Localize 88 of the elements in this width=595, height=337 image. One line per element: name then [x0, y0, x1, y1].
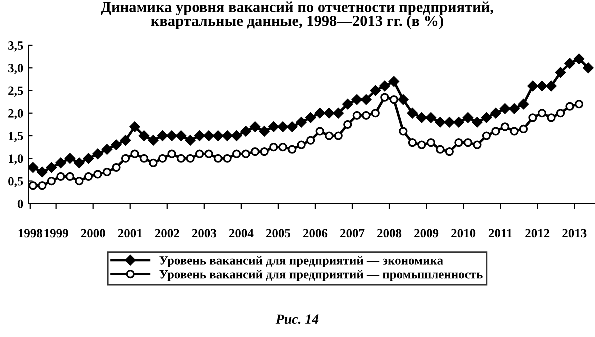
point: [519, 124, 528, 134]
point: [66, 172, 75, 182]
chart-title: Динамика уровня вакансий по отчетности предприятий, квартальные данные, 1998—2013 гг. (в %): [101, 2, 494, 30]
point: [380, 93, 390, 102]
point: [436, 145, 445, 154]
y-tick-label: 0: [18, 200, 24, 208]
point: [112, 163, 121, 172]
point: [94, 170, 102, 179]
point: [28, 181, 38, 190]
x-tick-label: 2001: [118, 229, 142, 238]
point: [334, 132, 343, 140]
x-tick-label: 2002: [155, 229, 180, 238]
y-tick-label: 0,5: [8, 177, 24, 188]
point: [344, 120, 352, 129]
point: [149, 158, 158, 168]
point: [492, 127, 500, 136]
point: [297, 140, 306, 150]
point: [38, 181, 47, 190]
y-tick-label: 3,5: [8, 42, 24, 52]
point: [482, 132, 492, 140]
point: [242, 150, 250, 158]
legend-label: Уровень вакансий для предприятий — промышленность: [160, 270, 483, 282]
x-tick-label: 1999: [44, 229, 68, 238]
text: Рис. 14: [276, 314, 319, 324]
point: [176, 154, 186, 163]
point: [140, 154, 149, 163]
x-tick-label: 2010: [452, 229, 476, 238]
point: [214, 154, 223, 163]
point: [500, 122, 510, 132]
point: [566, 102, 574, 111]
point: [158, 154, 168, 163]
point: [56, 172, 66, 182]
x-tick-label: 2004: [229, 229, 254, 238]
point: [556, 109, 566, 118]
point: [223, 154, 232, 163]
point: [325, 132, 334, 140]
x-tick-label: 2003: [192, 229, 216, 238]
x-tick-label: 1998: [18, 229, 42, 238]
point: [270, 143, 278, 152]
point: [390, 95, 398, 104]
point: [418, 140, 426, 150]
point: [84, 172, 94, 182]
point: [473, 140, 482, 150]
x-tick-label: 2007: [340, 229, 365, 238]
point: [547, 114, 556, 122]
y-tick-label: 2,0: [8, 109, 24, 120]
point: [445, 148, 454, 156]
y-tick-label: 1,5: [9, 132, 24, 142]
x-tick-label: 2005: [266, 229, 291, 238]
y-tick-label: 3,0: [8, 64, 24, 74]
point: [510, 127, 519, 136]
point: [260, 148, 269, 156]
point: [352, 111, 362, 120]
point: [130, 150, 140, 158]
point: [288, 145, 297, 154]
point: [316, 127, 324, 136]
x-tick-label: 2009: [414, 229, 439, 238]
y-tick-label: 2,5: [8, 86, 24, 98]
legend-label: Уровень вакансий для предприятий — экономика: [160, 256, 444, 268]
x-tick-label: 2012: [526, 229, 550, 238]
point: [306, 136, 316, 145]
x-tick-label: 2006: [304, 229, 328, 238]
x-tick-label: 2011: [488, 229, 512, 238]
point: [408, 138, 417, 148]
point: [538, 109, 547, 118]
x-tick-label: 2008: [378, 229, 402, 238]
point: [362, 111, 371, 120]
point: [454, 138, 464, 148]
point: [464, 138, 473, 148]
x-tick-label: 2000: [81, 229, 106, 238]
point: [251, 148, 260, 156]
point: [47, 176, 56, 186]
point: [195, 150, 204, 158]
y-tick-label: 1,0: [9, 154, 24, 165]
point: [204, 150, 214, 158]
point: [426, 138, 436, 148]
point: [574, 100, 584, 109]
point: [528, 114, 538, 122]
point: [371, 109, 380, 118]
x-tick-label: 2013: [562, 229, 587, 238]
point: [186, 154, 195, 163]
point: [121, 154, 130, 163]
point: [399, 127, 408, 136]
point: [232, 150, 242, 158]
point: [102, 168, 112, 177]
point: [168, 150, 176, 158]
point: [75, 176, 84, 186]
point: [278, 143, 288, 152]
